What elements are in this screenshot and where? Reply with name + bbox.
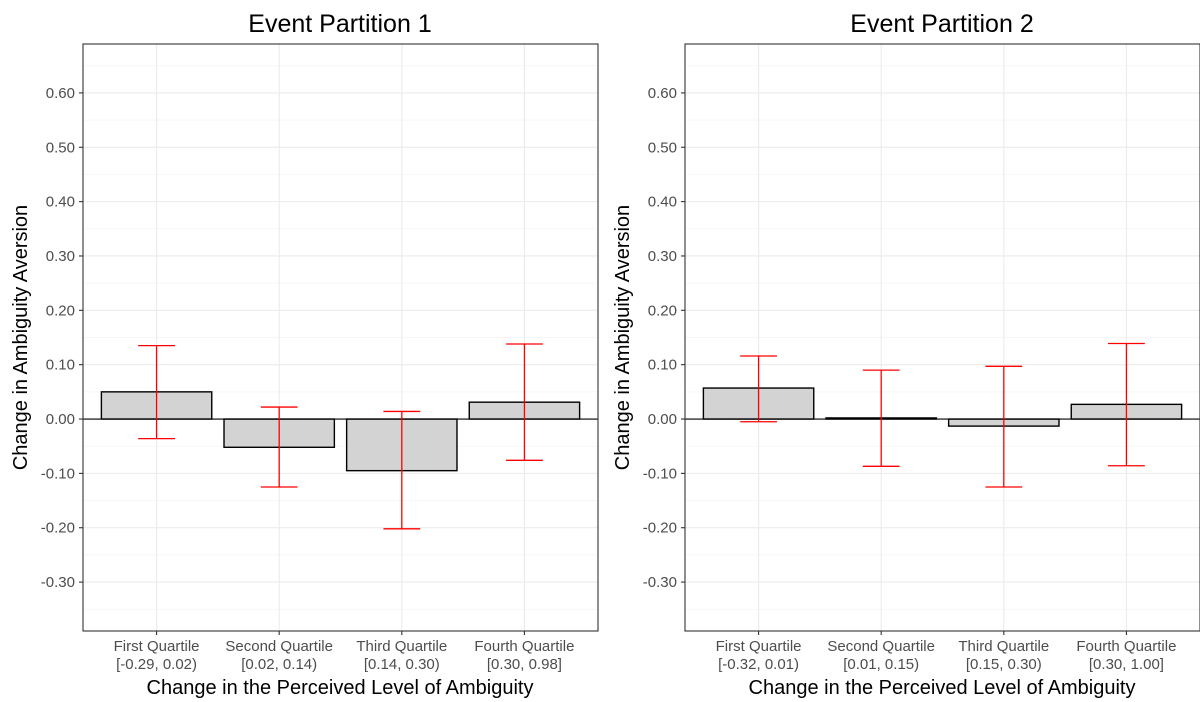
panel2-y-tick-label: 0.60 [648,85,677,102]
panel1-y-tick-label: 0.10 [46,357,75,374]
panel2-category-range-2: [0.01, 0.15) [843,656,919,673]
panel1-category-range-2: [0.02, 0.14) [241,656,317,673]
panel2-title: Event Partition 2 [850,10,1033,38]
panel2-y-tick-label: -0.20 [643,520,677,537]
panel2-category-name-1: First Quartile [716,638,802,655]
panel1-y-tick-label: 0.50 [46,139,75,156]
panel2-category-range-4: [0.30, 1.00] [1089,656,1164,673]
panel1-y-tick-label: 0.20 [46,302,75,319]
panel2-border [684,43,1200,632]
panel2-y-tick-label: 0.40 [648,194,677,211]
panel2-x-axis-title: Change in the Perceived Level of Ambigui… [749,677,1136,699]
panel2-y-tick-label: -0.30 [643,574,677,591]
panel1-category-name-1: First Quartile [114,638,200,655]
panel1-y-tick-label: 0.60 [46,85,75,102]
panel1-border [82,43,599,632]
panel1-y-axis-title: Change in Ambiguity Aversion [10,205,32,470]
panel1-title: Event Partition 1 [248,10,431,38]
panel1-category-name-4: Fourth Quartile [474,638,574,655]
panel1-category-range-3: [0.14, 0.30) [364,656,440,673]
panel2-y-tick-label: 0.10 [648,357,677,374]
panel2-category-range-1: [-0.32, 0.01) [718,656,799,673]
panel2-y-tick-label: 0.50 [648,139,677,156]
panel1-x-axis-title: Change in the Perceived Level of Ambigui… [147,677,534,699]
panel2-category-name-2: Second Quartile [827,638,935,655]
panel2-category-name-3: Third Quartile [958,638,1049,655]
panel2-y-tick-label: 0.00 [648,411,677,428]
panel1-y-tick-label: 0.40 [46,194,75,211]
panel1-y-tick-label: 0.30 [46,248,75,265]
panel1-y-tick-label: -0.30 [41,574,75,591]
panel1-y-tick-label: 0.00 [46,411,75,428]
panel1-category-range-1: [-0.29, 0.02) [116,656,197,673]
panel2-y-axis-title: Change in Ambiguity Aversion [612,205,634,470]
panel2-category-name-4: Fourth Quartile [1076,638,1176,655]
panel1-y-tick-label: -0.10 [41,465,75,482]
panel1-y-tick-label: -0.20 [41,520,75,537]
panel2-y-tick-label: 0.20 [648,302,677,319]
panel2-y-tick-label: -0.10 [643,465,677,482]
panel1-category-name-2: Second Quartile [225,638,333,655]
panel2-category-range-3: [0.15, 0.30) [966,656,1042,673]
panel2-y-tick-label: 0.30 [648,248,677,265]
panel1-category-range-4: [0.30, 0.98] [487,656,562,673]
panel1-category-name-3: Third Quartile [356,638,447,655]
